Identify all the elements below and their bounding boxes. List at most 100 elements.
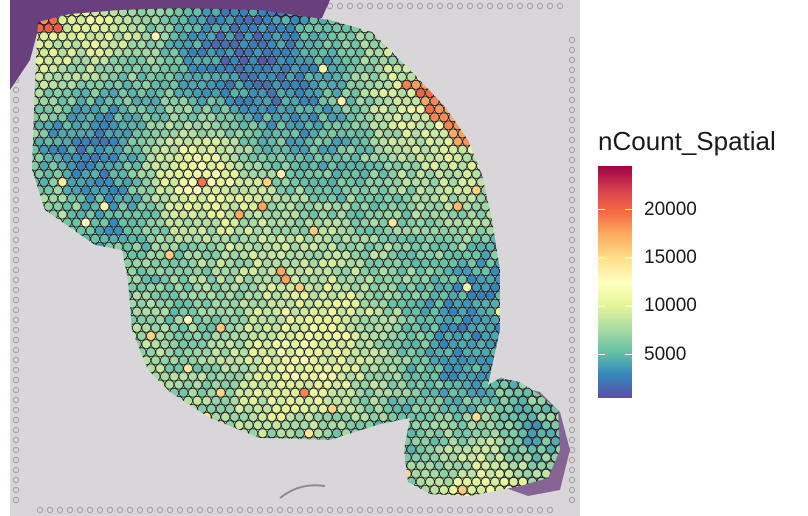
- spot: [290, 403, 301, 414]
- spot: [350, 152, 361, 163]
- spot: [448, 436, 459, 447]
- spot: [155, 331, 166, 341]
- spot: [331, 428, 342, 439]
- fiducial-dot: [176, 506, 184, 514]
- spot: [369, 233, 380, 244]
- spot: [424, 298, 435, 309]
- fiducial-dot: [266, 506, 274, 514]
- spot: [299, 225, 310, 236]
- spot: [225, 322, 235, 333]
- spot: [169, 241, 180, 252]
- spot: [322, 39, 333, 50]
- spot: [257, 314, 268, 325]
- spot: [476, 225, 487, 236]
- spot: [308, 322, 319, 333]
- spot: [387, 152, 398, 163]
- spot: [364, 339, 375, 350]
- spot: [364, 193, 375, 204]
- spot: [85, 112, 96, 123]
- spot: [206, 258, 217, 269]
- spot: [94, 80, 105, 90]
- spot: [234, 160, 245, 171]
- spot: [420, 371, 431, 382]
- spot: [211, 169, 221, 179]
- spot: [406, 428, 417, 439]
- spot: [359, 152, 370, 163]
- spot: [341, 233, 352, 244]
- spot: [155, 282, 166, 293]
- spot: [271, 355, 282, 366]
- spot: [262, 80, 273, 90]
- spot: [466, 403, 477, 414]
- spot: [118, 169, 128, 179]
- spot: [276, 23, 287, 34]
- spot: [243, 31, 254, 42]
- spot: [211, 395, 221, 406]
- spot: [350, 71, 361, 82]
- spot: [155, 298, 166, 309]
- spot: [238, 217, 249, 228]
- spot: [448, 484, 459, 495]
- spot: [429, 322, 440, 333]
- spot: [364, 387, 375, 398]
- spot: [136, 169, 147, 179]
- spot: [378, 201, 389, 212]
- spot: [392, 339, 403, 350]
- spot: [206, 47, 217, 58]
- spot: [490, 460, 500, 471]
- spot: [155, 55, 166, 66]
- spot: [383, 339, 394, 350]
- spot: [225, 241, 235, 252]
- spot: [452, 314, 463, 325]
- fiducial-dot: [456, 2, 464, 10]
- spot: [285, 120, 296, 131]
- spot: [178, 63, 189, 74]
- spot: [76, 193, 86, 204]
- spot: [411, 339, 421, 350]
- spot: [211, 23, 221, 34]
- spot: [66, 47, 77, 58]
- spot: [280, 63, 291, 74]
- spot: [197, 177, 208, 188]
- spot: [155, 185, 166, 196]
- spot: [434, 266, 445, 277]
- spot: [322, 314, 333, 325]
- spot: [443, 233, 454, 244]
- spot: [225, 63, 235, 74]
- spot: [131, 241, 142, 252]
- spot: [448, 387, 459, 398]
- spot: [443, 363, 454, 374]
- spot: [248, 282, 259, 293]
- spot: [136, 152, 147, 163]
- spot: [411, 193, 421, 204]
- spot: [438, 112, 449, 123]
- spot: [378, 185, 389, 196]
- spot: [141, 274, 152, 285]
- spot: [308, 258, 319, 269]
- spot: [229, 379, 240, 390]
- fiducial-dot: [446, 506, 454, 514]
- spot: [127, 185, 138, 196]
- spot: [127, 266, 138, 277]
- spot: [90, 71, 100, 82]
- spot: [355, 322, 366, 333]
- spot: [220, 250, 231, 260]
- spot: [378, 120, 389, 131]
- spot: [471, 476, 482, 487]
- spot: [122, 209, 133, 220]
- spot: [397, 314, 407, 325]
- spot: [234, 355, 245, 366]
- spot: [397, 347, 407, 358]
- spot: [480, 217, 491, 228]
- spot: [508, 444, 519, 455]
- spot: [215, 258, 226, 269]
- spot: [173, 347, 184, 358]
- spot: [243, 371, 254, 382]
- spot: [252, 306, 263, 317]
- spot: [187, 63, 198, 74]
- spot: [462, 379, 473, 390]
- spot: [197, 112, 208, 123]
- spot: [201, 298, 212, 309]
- spot: [452, 444, 463, 455]
- spot: [266, 88, 277, 98]
